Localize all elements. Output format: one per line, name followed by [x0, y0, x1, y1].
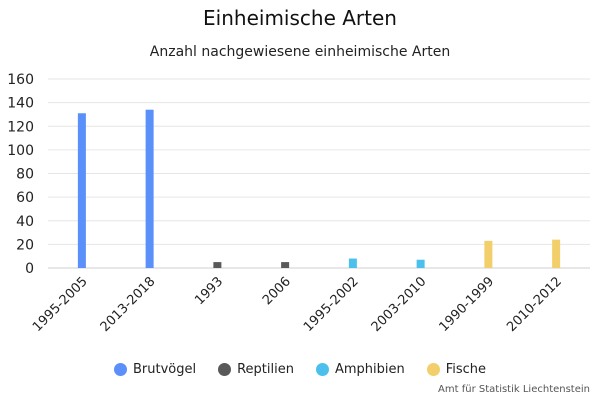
- y-tick-label: 120: [7, 119, 34, 135]
- legend: Brutvögel Reptilien Amphibien Fische: [0, 362, 600, 377]
- chart-plot: 0 20 40 60 80 100 120 140 160 1995-2005 2013-2018 1…: [7, 72, 590, 335]
- legend-dot-icon: [218, 363, 232, 376]
- x-tick-label: 1993: [192, 274, 226, 308]
- legend-item[interactable]: Amphibien: [315, 362, 405, 377]
- legend-dot-icon: [426, 363, 440, 376]
- bar: [213, 262, 222, 268]
- y-tick-label: 0: [25, 261, 34, 277]
- chart-subtitle: Anzahl nachgewiesene einheimische Arten: [149, 44, 451, 60]
- bar: [416, 259, 425, 268]
- legend-dot-icon: [315, 363, 329, 376]
- x-tick-label: 2010-2012: [504, 274, 565, 335]
- bar: [77, 113, 86, 268]
- y-tick-label: 140: [7, 96, 34, 112]
- legend-dot-icon: [113, 363, 127, 376]
- legend-label: Fische: [445, 362, 487, 377]
- bar: [348, 258, 357, 268]
- bar: [552, 239, 561, 268]
- legend-label: Reptilien: [237, 362, 294, 377]
- x-tick-label: 2013-2018: [98, 274, 159, 335]
- chart-title: Einheimische Arten: [203, 6, 397, 30]
- legend-item[interactable]: Brutvögel: [113, 362, 197, 377]
- legend-label: Brutvögel: [132, 362, 197, 377]
- y-tick-label: 100: [7, 143, 34, 159]
- y-tick-label: 80: [16, 167, 34, 183]
- y-tick-label: 160: [7, 72, 34, 88]
- bar: [145, 109, 154, 269]
- x-tick-label: 1995-2002: [301, 274, 362, 335]
- legend-item[interactable]: Fische: [426, 362, 487, 377]
- bar: [281, 262, 290, 268]
- y-tick-label: 60: [16, 190, 34, 206]
- y-tick-label: 20: [16, 237, 34, 253]
- x-tick-label: 1990-1999: [436, 274, 497, 335]
- bar: [484, 240, 493, 268]
- legend-item[interactable]: Reptilien: [218, 362, 294, 377]
- legend-label: Amphibien: [334, 362, 405, 377]
- x-tick-label: 2006: [260, 274, 294, 308]
- source-credit: Amt für Statistik Liechtenstein: [438, 384, 590, 395]
- y-tick-label: 40: [16, 214, 34, 230]
- x-tick-label: 1995-2005: [30, 274, 91, 335]
- x-tick-label: 2003-2010: [369, 274, 430, 335]
